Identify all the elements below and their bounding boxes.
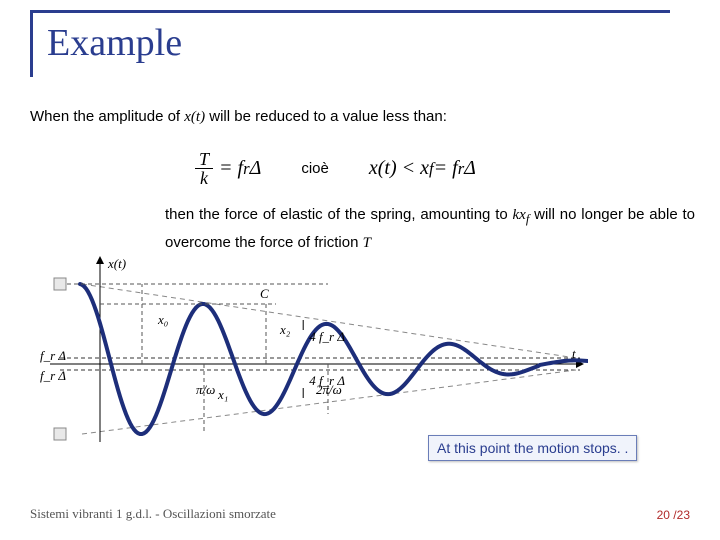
- eq2-mid: = f: [434, 157, 458, 180]
- equation-row: T k = fr Δ cioè x(t) < xf = fr Δ: [195, 150, 476, 187]
- eq1-fraction: T k: [195, 150, 213, 187]
- para-a: then the force of elastic of the spring,…: [165, 206, 513, 223]
- svg-text:t: t: [572, 346, 576, 361]
- svg-text:x₀: x₀: [157, 312, 168, 327]
- paragraph: then the force of elastic of the spring,…: [165, 202, 695, 257]
- eq1-rhs: = f: [219, 157, 243, 180]
- svg-text:x(t): x(t): [107, 256, 126, 271]
- title-block: Example: [30, 10, 670, 77]
- page-title: Example: [47, 21, 670, 65]
- para-T: T: [363, 235, 371, 251]
- equation-2: x(t) < xf = fr Δ: [369, 157, 476, 180]
- intro-a: When the amplitude of: [30, 108, 184, 125]
- svg-text:f_r Δ: f_r Δ: [40, 348, 66, 363]
- callout-box: At this point the motion stops. .: [428, 435, 637, 461]
- eq2-delta: Δ: [464, 157, 476, 180]
- equation-1: T k = fr Δ: [195, 150, 261, 187]
- svg-text:x₁: x₁: [217, 387, 228, 402]
- eq1-delta: Δ: [250, 157, 262, 180]
- footer-left: Sistemi vibranti 1 g.d.l. - Oscillazioni…: [30, 506, 276, 522]
- para-kxf: kxf: [513, 207, 530, 223]
- damped-oscillation-chart: x(t)ABCf_r Δf_r Δx₀x₁x₂4 f_r Δ4 f_r Δtπ/…: [28, 250, 588, 450]
- cioe-label: cioè: [301, 160, 329, 177]
- svg-text:f_r Δ: f_r Δ: [40, 368, 66, 383]
- svg-text:π/ω: π/ω: [196, 382, 215, 397]
- intro-xt: x(t): [184, 109, 205, 125]
- svg-text:x₂: x₂: [279, 322, 291, 337]
- footer-right: 20 /23: [657, 508, 690, 522]
- svg-text:4 f_r Δ: 4 f_r Δ: [309, 329, 345, 344]
- eq2-lhs: x(t) < x: [369, 157, 429, 180]
- svg-text:C: C: [260, 286, 269, 301]
- eq1-num: T: [195, 150, 213, 169]
- intro-b: will be reduced to a value less than:: [205, 108, 447, 125]
- intro-line: When the amplitude of x(t) will be reduc…: [30, 108, 447, 126]
- para-kx: kx: [513, 207, 526, 223]
- svg-text:2π/ω: 2π/ω: [316, 382, 342, 397]
- eq1-den: k: [196, 169, 212, 187]
